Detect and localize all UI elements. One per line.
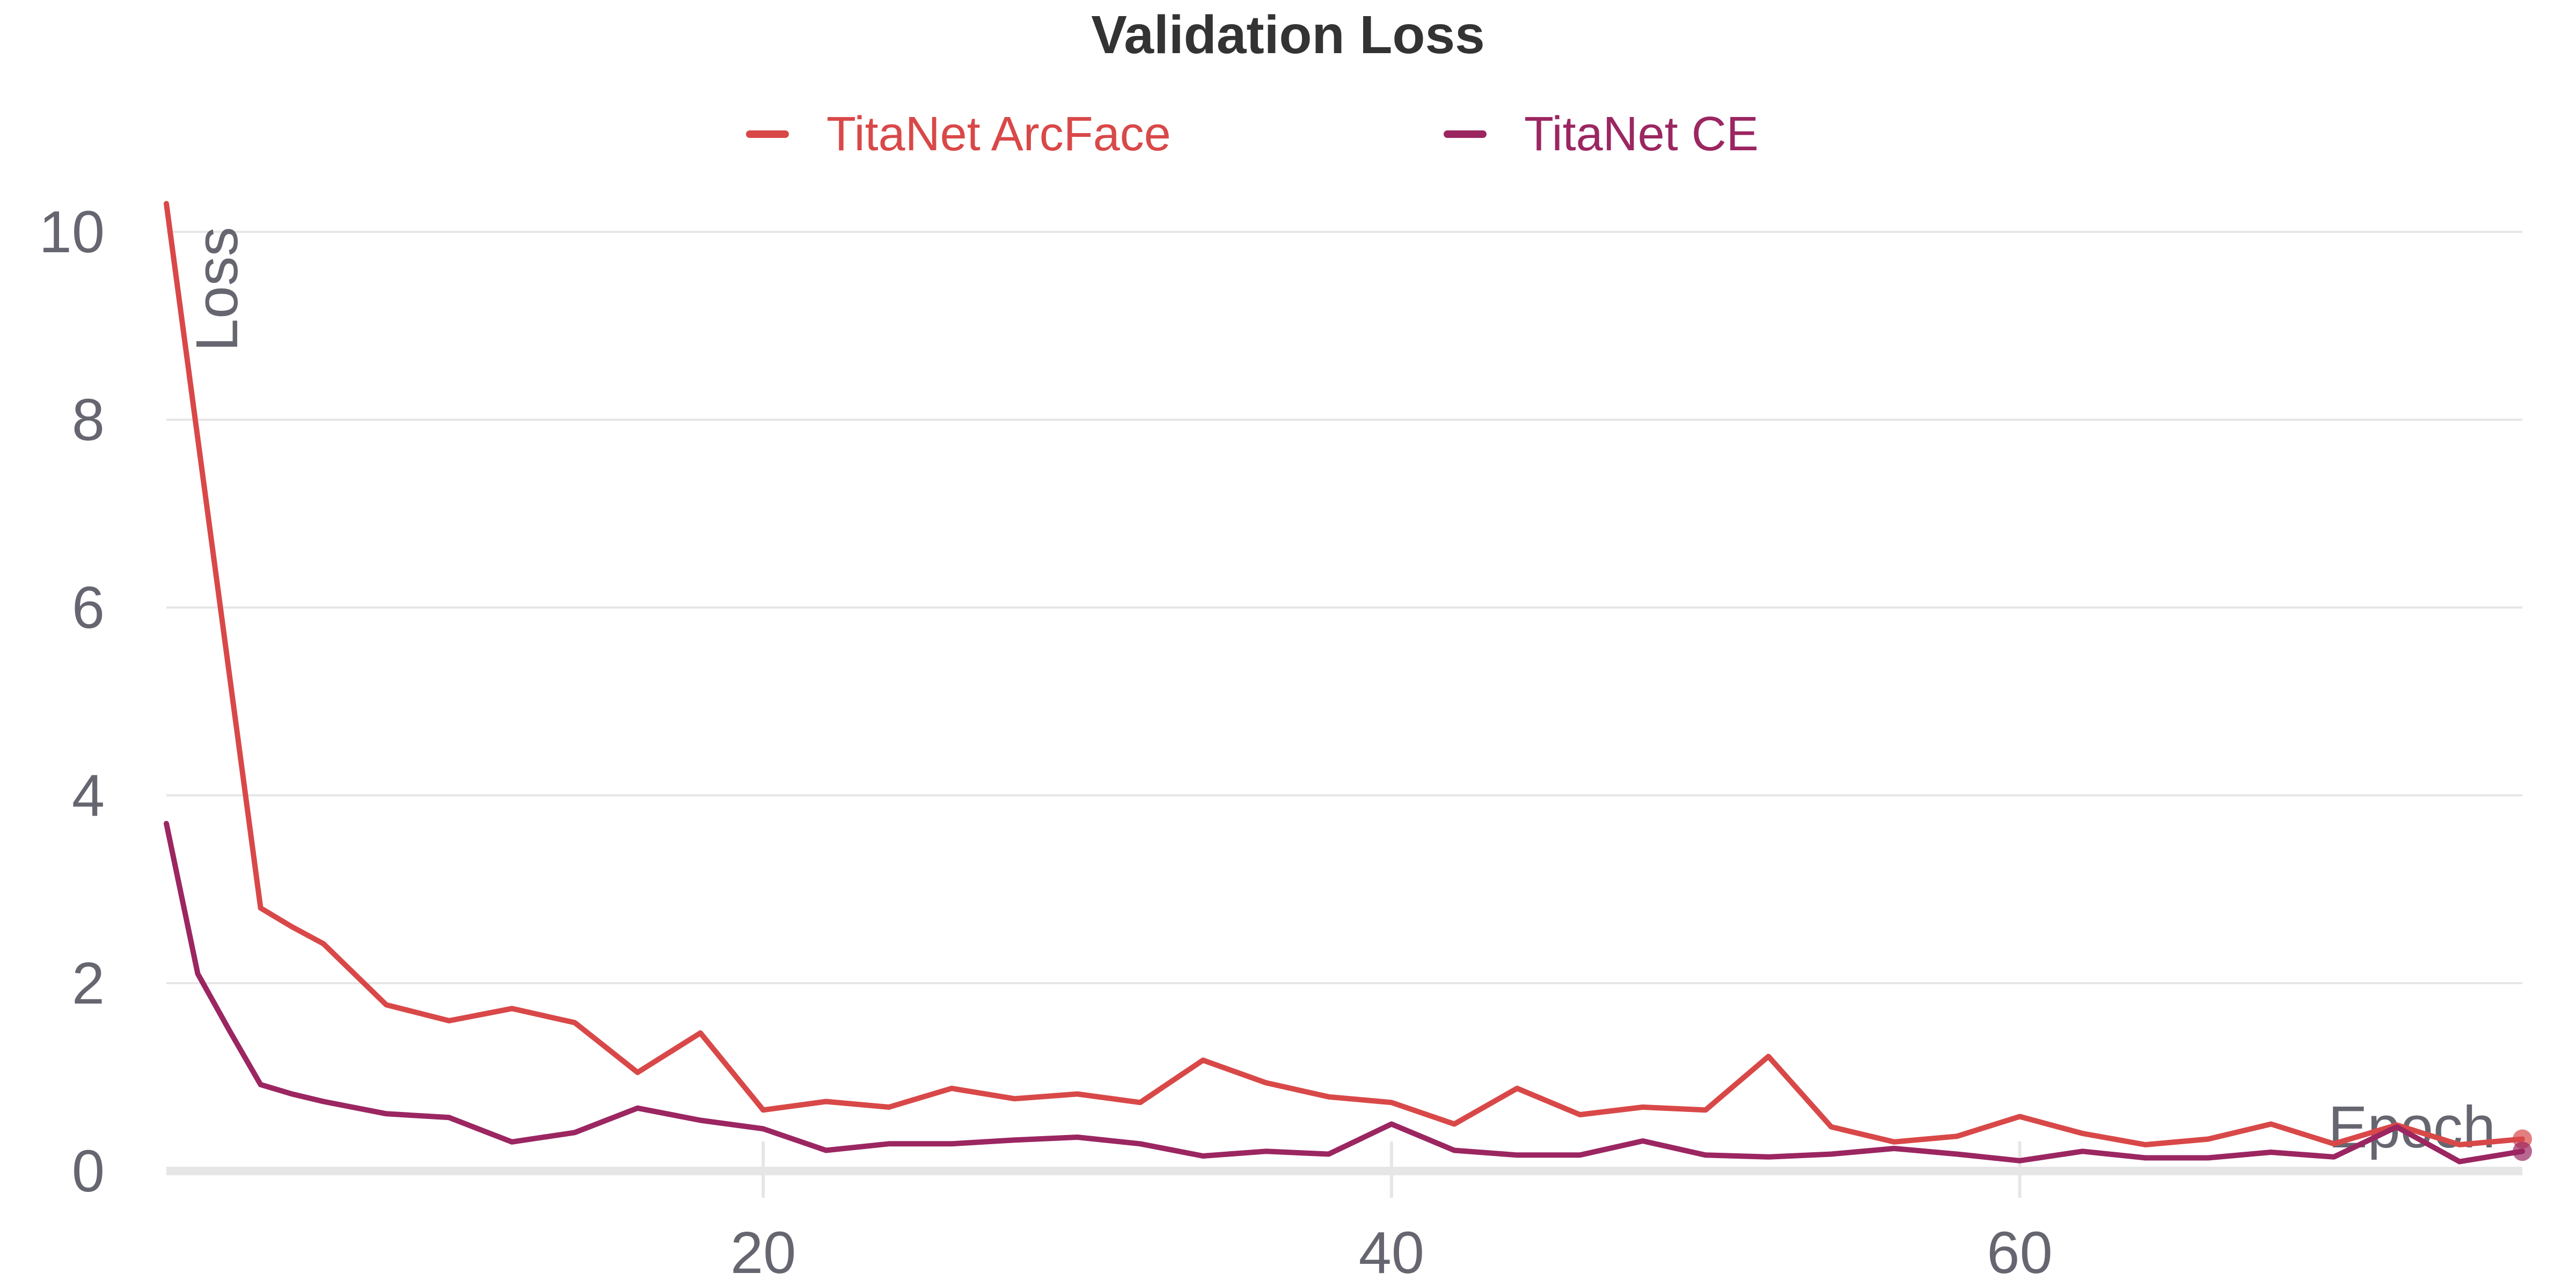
chart-title: Validation Loss xyxy=(1091,5,1485,65)
x-tick-label: 40 xyxy=(1359,1220,1424,1286)
x-tick-label: 20 xyxy=(730,1220,796,1286)
x-tick-label: 60 xyxy=(1987,1220,2052,1286)
legend-item-titanet-arcface[interactable]: TitaNet ArcFace xyxy=(746,97,1171,172)
y-tick-label: 0 xyxy=(72,1138,105,1204)
legend-label: TitaNet CE xyxy=(1524,107,1759,161)
series-end-marker-titanet-ce xyxy=(2513,1141,2532,1161)
legend-swatch-titanet-ce xyxy=(1444,130,1487,138)
y-tick-label: 8 xyxy=(72,387,105,453)
y-axis-label: Loss xyxy=(184,227,250,352)
y-tick-label: 4 xyxy=(72,763,105,829)
series-line-titanet-arcface xyxy=(164,201,2525,1147)
legend-swatch-titanet-arcface xyxy=(746,130,789,138)
y-tick-label: 2 xyxy=(72,950,105,1016)
series-line-titanet-ce xyxy=(164,821,2525,1165)
legend-label: TitaNet ArcFace xyxy=(826,107,1171,161)
legend: TitaNet ArcFace TitaNet CE xyxy=(0,97,2576,172)
legend-item-titanet-ce[interactable]: TitaNet CE xyxy=(1444,97,1759,172)
y-tick-label: 6 xyxy=(72,575,105,641)
y-tick-label: 10 xyxy=(39,199,105,265)
